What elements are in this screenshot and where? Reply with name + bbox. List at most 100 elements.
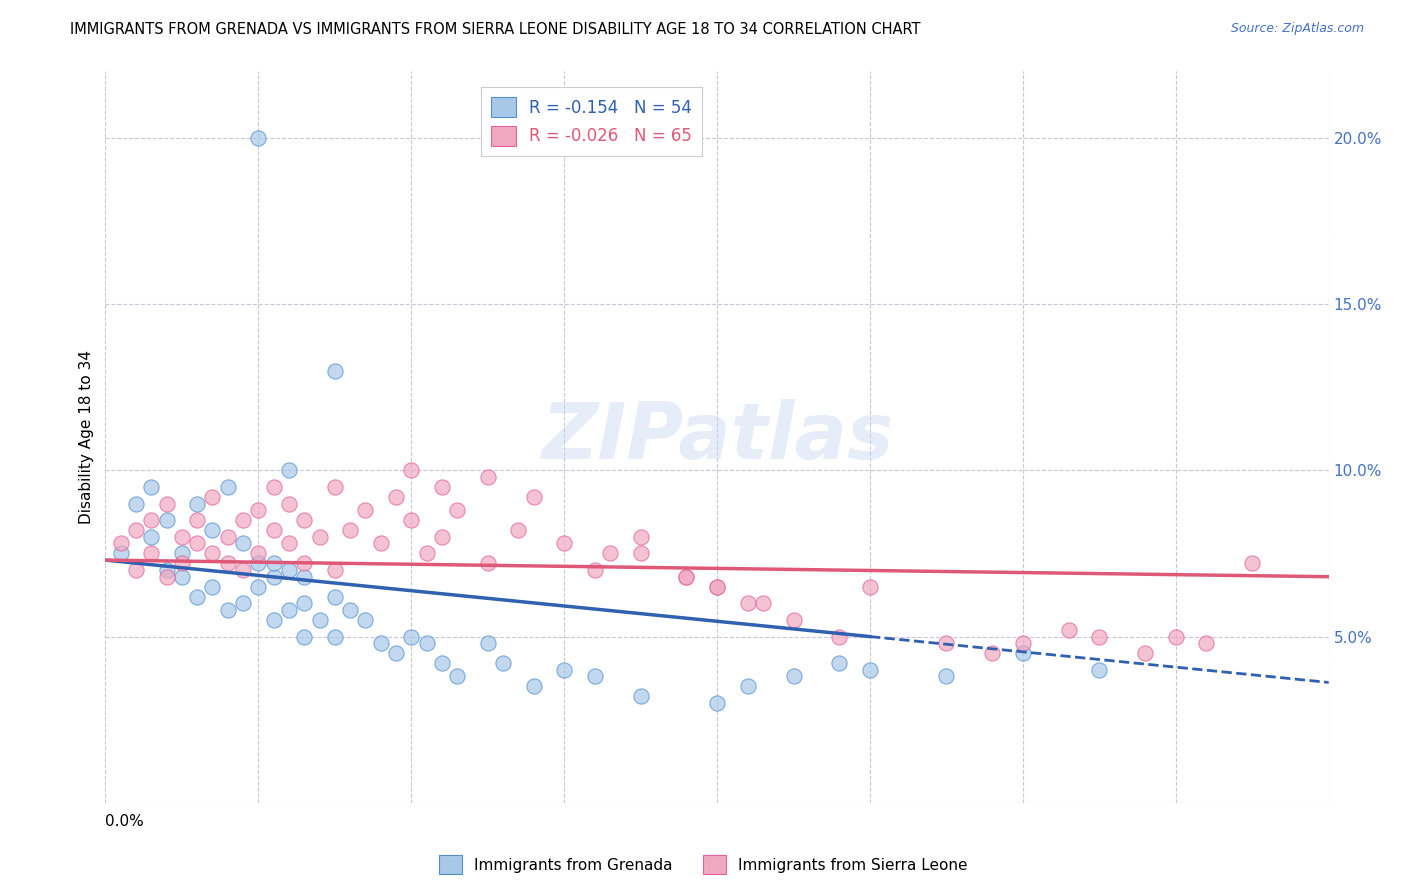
- Point: [186, 536, 208, 550]
- Point: [477, 636, 499, 650]
- Point: [1133, 646, 1156, 660]
- Point: [1241, 557, 1264, 571]
- Point: [354, 503, 377, 517]
- Point: [278, 563, 301, 577]
- Point: [125, 563, 148, 577]
- Point: [263, 480, 285, 494]
- Point: [477, 470, 499, 484]
- Point: [308, 530, 330, 544]
- Point: [201, 490, 224, 504]
- Point: [401, 630, 423, 644]
- Point: [446, 503, 468, 517]
- Point: [323, 590, 346, 604]
- Point: [232, 513, 254, 527]
- Point: [1057, 623, 1080, 637]
- Point: [675, 570, 697, 584]
- Point: [935, 669, 957, 683]
- Point: [156, 570, 179, 584]
- Point: [737, 596, 759, 610]
- Point: [630, 546, 652, 560]
- Text: ZIPatlas: ZIPatlas: [541, 399, 893, 475]
- Point: [186, 497, 208, 511]
- Point: [110, 536, 132, 550]
- Point: [630, 690, 652, 704]
- Point: [110, 546, 132, 560]
- Point: [156, 513, 179, 527]
- Point: [599, 546, 621, 560]
- Point: [339, 523, 361, 537]
- Point: [217, 557, 239, 571]
- Point: [430, 656, 453, 670]
- Point: [263, 557, 285, 571]
- Point: [170, 570, 193, 584]
- Point: [752, 596, 775, 610]
- Point: [1088, 630, 1111, 644]
- Point: [477, 557, 499, 571]
- Point: [1011, 636, 1033, 650]
- Point: [125, 523, 148, 537]
- Point: [401, 513, 423, 527]
- Point: [782, 613, 804, 627]
- Point: [263, 613, 285, 627]
- Point: [186, 513, 208, 527]
- Point: [201, 580, 224, 594]
- Point: [247, 580, 270, 594]
- Point: [201, 546, 224, 560]
- Point: [553, 536, 575, 550]
- Point: [508, 523, 530, 537]
- Point: [675, 570, 697, 584]
- Point: [201, 523, 224, 537]
- Text: 0.0%: 0.0%: [105, 814, 145, 829]
- Point: [141, 546, 163, 560]
- Point: [981, 646, 1004, 660]
- Point: [170, 530, 193, 544]
- Point: [323, 630, 346, 644]
- Point: [935, 636, 957, 650]
- Point: [141, 530, 163, 544]
- Point: [247, 503, 270, 517]
- Point: [170, 546, 193, 560]
- Point: [292, 570, 315, 584]
- Point: [430, 530, 453, 544]
- Point: [278, 603, 301, 617]
- Legend: Immigrants from Grenada, Immigrants from Sierra Leone: Immigrants from Grenada, Immigrants from…: [433, 849, 973, 880]
- Point: [141, 480, 163, 494]
- Text: Source: ZipAtlas.com: Source: ZipAtlas.com: [1230, 22, 1364, 36]
- Point: [828, 656, 851, 670]
- Point: [308, 613, 330, 627]
- Point: [553, 663, 575, 677]
- Point: [706, 696, 728, 710]
- Point: [1164, 630, 1187, 644]
- Point: [263, 570, 285, 584]
- Point: [323, 363, 346, 377]
- Point: [430, 480, 453, 494]
- Point: [278, 536, 301, 550]
- Point: [292, 630, 315, 644]
- Point: [170, 557, 193, 571]
- Point: [859, 663, 882, 677]
- Point: [1088, 663, 1111, 677]
- Point: [706, 580, 728, 594]
- Text: IMMIGRANTS FROM GRENADA VS IMMIGRANTS FROM SIERRA LEONE DISABILITY AGE 18 TO 34 : IMMIGRANTS FROM GRENADA VS IMMIGRANTS FR…: [70, 22, 921, 37]
- Point: [323, 563, 346, 577]
- Point: [292, 596, 315, 610]
- Point: [828, 630, 851, 644]
- Point: [385, 490, 408, 504]
- Point: [737, 680, 759, 694]
- Point: [232, 563, 254, 577]
- Legend: R = -0.154   N = 54, R = -0.026   N = 65: R = -0.154 N = 54, R = -0.026 N = 65: [481, 87, 702, 156]
- Point: [415, 546, 437, 560]
- Point: [583, 563, 606, 577]
- Point: [1195, 636, 1218, 650]
- Point: [630, 530, 652, 544]
- Point: [523, 490, 546, 504]
- Point: [292, 557, 315, 571]
- Point: [217, 603, 239, 617]
- Point: [415, 636, 437, 650]
- Point: [247, 557, 270, 571]
- Point: [859, 580, 882, 594]
- Point: [492, 656, 515, 670]
- Point: [232, 536, 254, 550]
- Y-axis label: Disability Age 18 to 34: Disability Age 18 to 34: [79, 350, 94, 524]
- Point: [141, 513, 163, 527]
